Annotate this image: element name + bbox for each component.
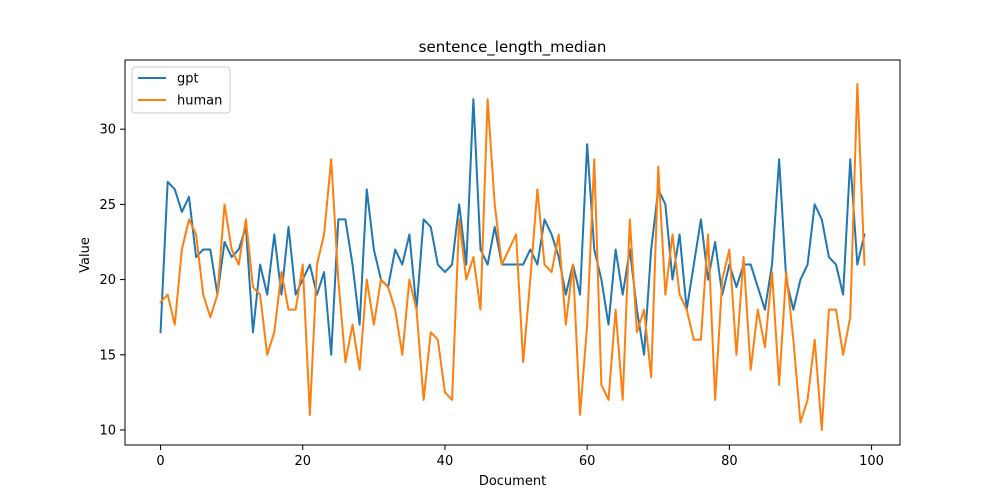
y-tick-label: 20 <box>99 273 116 288</box>
y-tick-label: 10 <box>99 423 116 438</box>
legend: gpt human <box>131 66 231 114</box>
y-tick-label: 25 <box>99 198 116 213</box>
chart-title: sentence_length_median <box>419 38 607 57</box>
x-axis: 0 20 40 60 80 100 <box>156 445 884 469</box>
series-line-gpt <box>159 98 866 356</box>
x-tick-label: 100 <box>859 454 884 469</box>
x-tick-label: 40 <box>437 454 454 469</box>
legend-label-human: human <box>177 94 222 109</box>
plot-frame <box>124 59 901 446</box>
x-axis-title: Document <box>479 474 546 489</box>
series-line-human <box>159 83 866 431</box>
y-tick-label: 15 <box>99 348 116 363</box>
x-tick-label: 20 <box>294 454 311 469</box>
y-axis: 10 15 20 25 30 <box>99 123 125 438</box>
y-tick-label: 30 <box>99 123 116 138</box>
y-axis-title: Value <box>78 237 93 273</box>
x-tick-label: 60 <box>579 454 596 469</box>
legend-label-gpt: gpt <box>177 72 199 87</box>
x-tick-label: 0 <box>156 454 164 469</box>
plot-area <box>159 83 866 431</box>
x-tick-label: 80 <box>721 454 738 469</box>
